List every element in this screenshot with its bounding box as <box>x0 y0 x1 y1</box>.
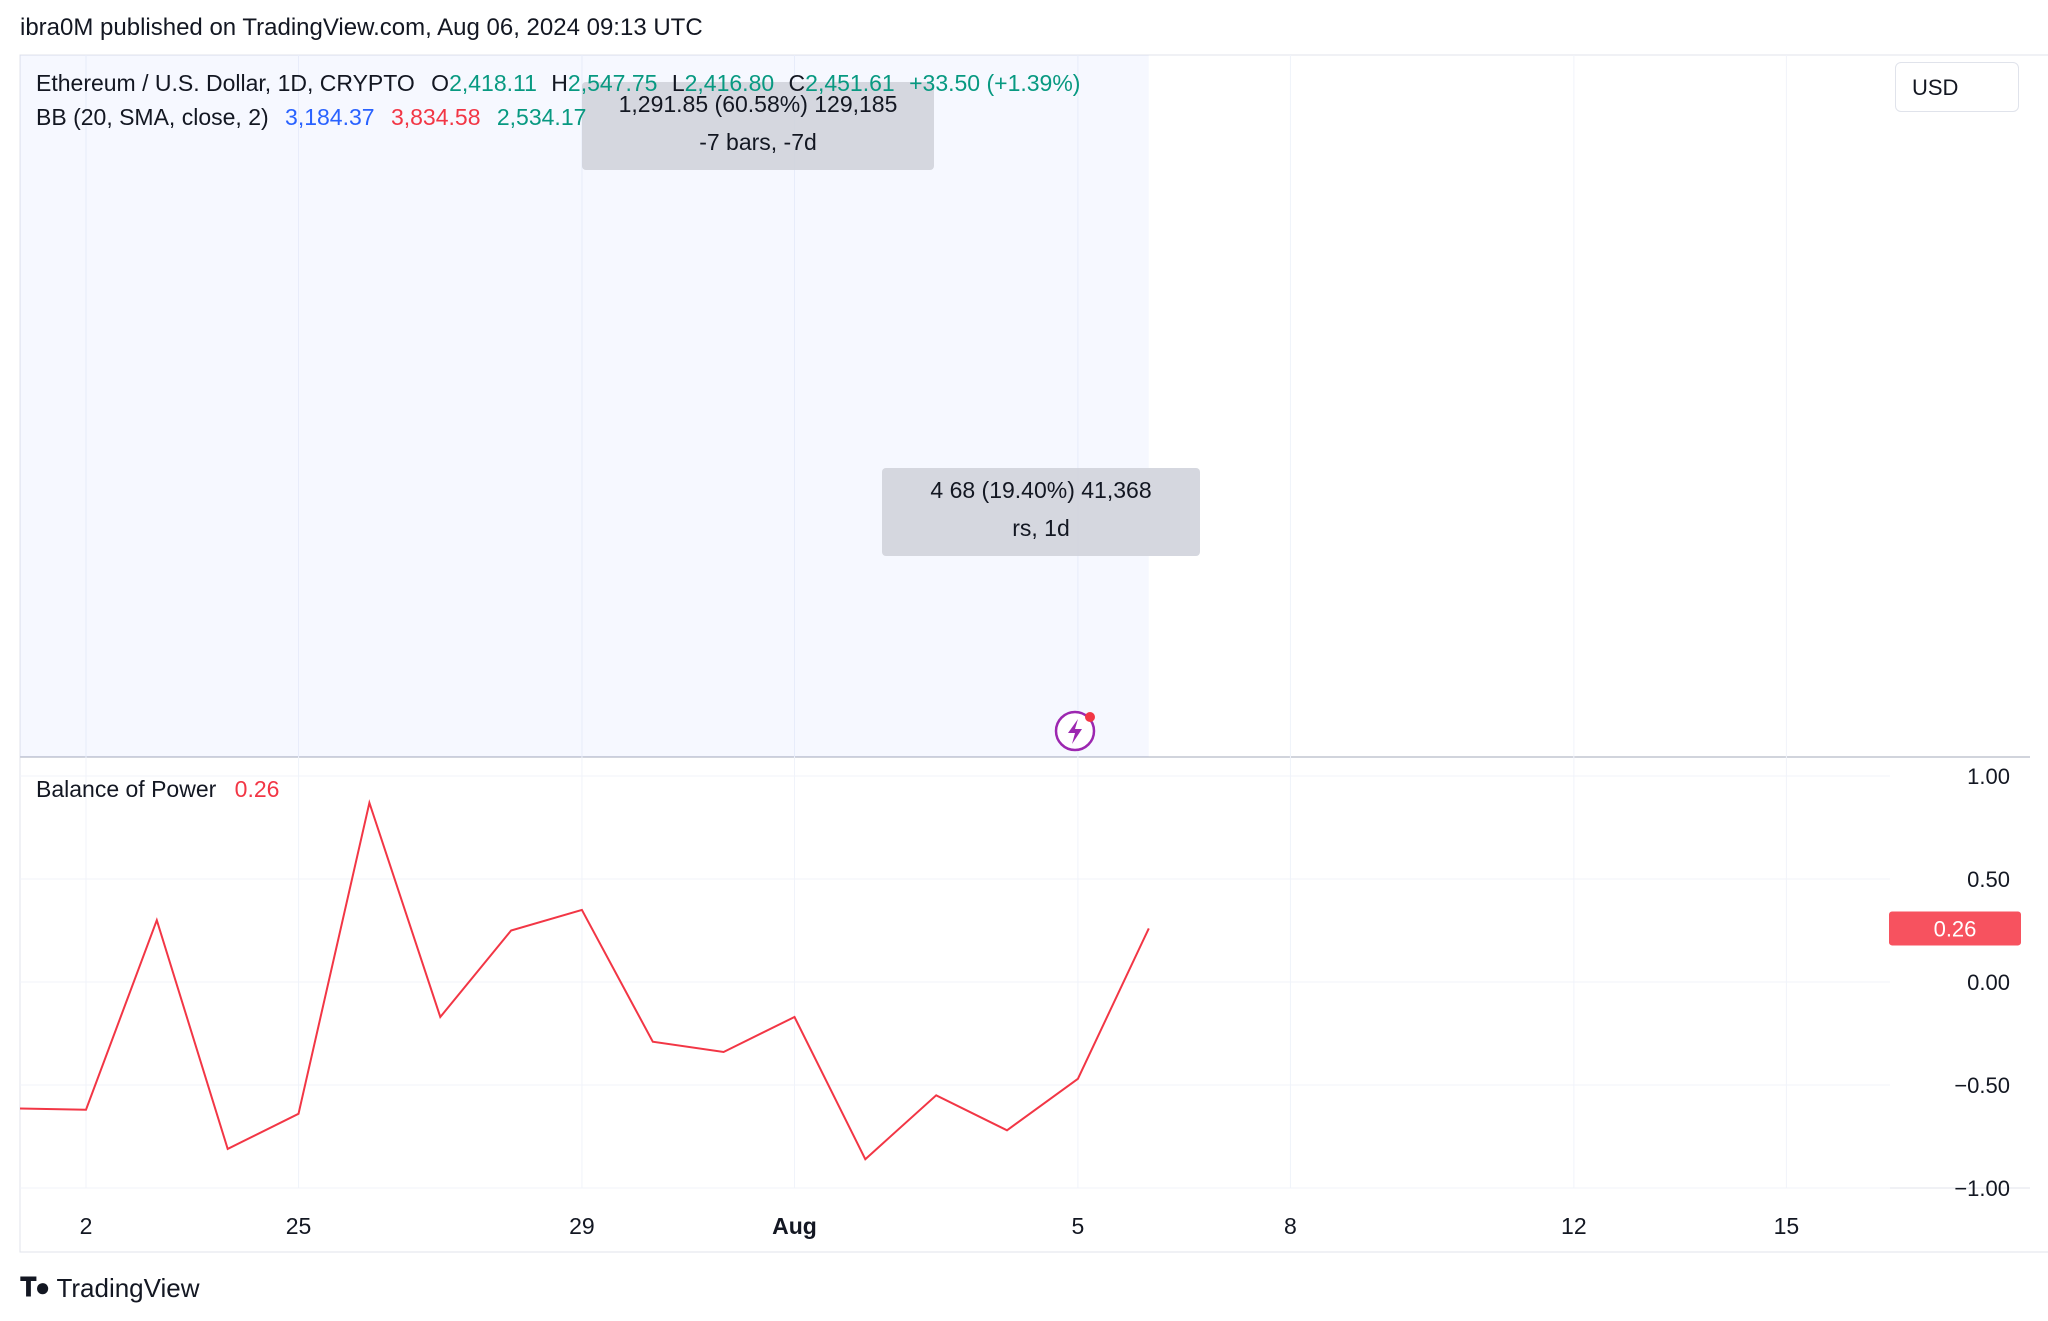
bop-tick-label: −1.00 <box>1954 1176 2010 1201</box>
close-value: 2,451.61 <box>805 70 895 96</box>
bop-tick-label: 0.00 <box>1967 970 2010 995</box>
bb-lower-value: 2,534.17 <box>496 104 587 130</box>
bop-label[interactable]: Balance of Power <box>36 776 217 802</box>
shaded-range <box>20 55 1149 757</box>
bb-label[interactable]: BB (20, SMA, close, 2) <box>36 104 269 130</box>
close-label: C <box>788 70 806 96</box>
measure-tools[interactable]: 1,291.85 (60.58%) 129,185 -7 bars, -7d 4 6… <box>20 0 1770 752</box>
alert-bolt-icon[interactable] <box>1054 710 1096 752</box>
time-tick-label: 15 <box>1774 1213 1800 1239</box>
chart-grid <box>19 54 2048 1253</box>
balance-of-power-series <box>19 799 1150 1161</box>
chart-frame <box>19 54 2048 1253</box>
bop-line <box>19 799 1150 1161</box>
high-label: H <box>551 70 568 96</box>
bb-basis-value: 3,184.37 <box>285 104 375 130</box>
bolt-glyph <box>1068 719 1082 744</box>
open-value: 2,418.11 <box>449 70 537 96</box>
badge-text: 0.26 <box>1934 916 1977 941</box>
range2-label[interactable]: 4 68 (19.40%) 41,368 rs, 1d <box>882 468 1200 556</box>
time-tick-label: 5 <box>1072 1213 1085 1239</box>
label-box-bg <box>582 82 934 170</box>
symbol-legend: Ethereum / U.S. Dollar, 1D, CRYPTO O2,41… <box>36 70 1080 97</box>
currency-button[interactable]: USD <box>1895 62 2019 112</box>
time-tick-label: Aug <box>772 1213 817 1239</box>
bop-tick-label: 1.00 <box>1967 764 2010 789</box>
low-value: 2,416.80 <box>684 70 775 96</box>
high-value: 2,547.75 <box>567 70 658 96</box>
label-line-1: 4 68 (19.40%) 41,368 <box>930 477 1151 503</box>
badge-bg <box>1889 911 2021 946</box>
time-tick-label: 25 <box>286 1213 312 1239</box>
time-tick-label: 12 <box>1561 1213 1587 1239</box>
drawing-layer[interactable] <box>20 0 1149 757</box>
label-line-2: rs, 1d <box>1012 515 1070 541</box>
label-line-1: 1,291.85 (60.58%) 129,185 <box>619 91 898 117</box>
time-tick-label: 8 <box>1284 1213 1297 1239</box>
tradingview-logo-icon: 𝐓● <box>20 1272 50 1302</box>
range1-label[interactable]: 1,291.85 (60.58%) 129,185 -7 bars, -7d <box>582 82 934 170</box>
bop-tick-label: 0.50 <box>1967 867 2010 892</box>
bb-upper-value: 3,834.58 <box>390 104 481 130</box>
label-line-2: -7 bars, -7d <box>699 129 817 155</box>
time-tick-label: 29 <box>569 1213 595 1239</box>
time-axis[interactable]: 2 25 29 Aug 5 8 12 15 <box>80 1213 1800 1239</box>
publish-header: ibra0M published on TradingView.com, Aug… <box>20 14 703 41</box>
bollinger-legend: BB (20, SMA, close, 2) 3,184.37 3,834.58… <box>36 104 586 131</box>
bop-badge[interactable]: 0.26 <box>1889 911 2021 946</box>
bop-legend: Balance of Power 0.26 <box>36 776 279 803</box>
time-tick-label: 2 <box>80 1213 93 1239</box>
symbol-name[interactable]: Ethereum / U.S. Dollar, 1D, CRYPTO <box>36 70 415 96</box>
brand-footer[interactable]: 𝐓● TradingView <box>20 1272 200 1304</box>
alert-dot <box>1085 712 1095 722</box>
bop-value: 0.26 <box>234 776 280 802</box>
change-value: +33.50 (+1.39%) <box>909 70 1081 96</box>
brand-name: TradingView <box>56 1272 200 1303</box>
label-box-bg <box>882 468 1200 556</box>
bop-tick-label: −0.50 <box>1954 1073 2010 1098</box>
price-axis[interactable]: 2,200.002,400.002,600.002,800.003,000.00… <box>1771 0 2021 1201</box>
open-label: O <box>431 70 450 96</box>
low-label: L <box>671 70 685 96</box>
